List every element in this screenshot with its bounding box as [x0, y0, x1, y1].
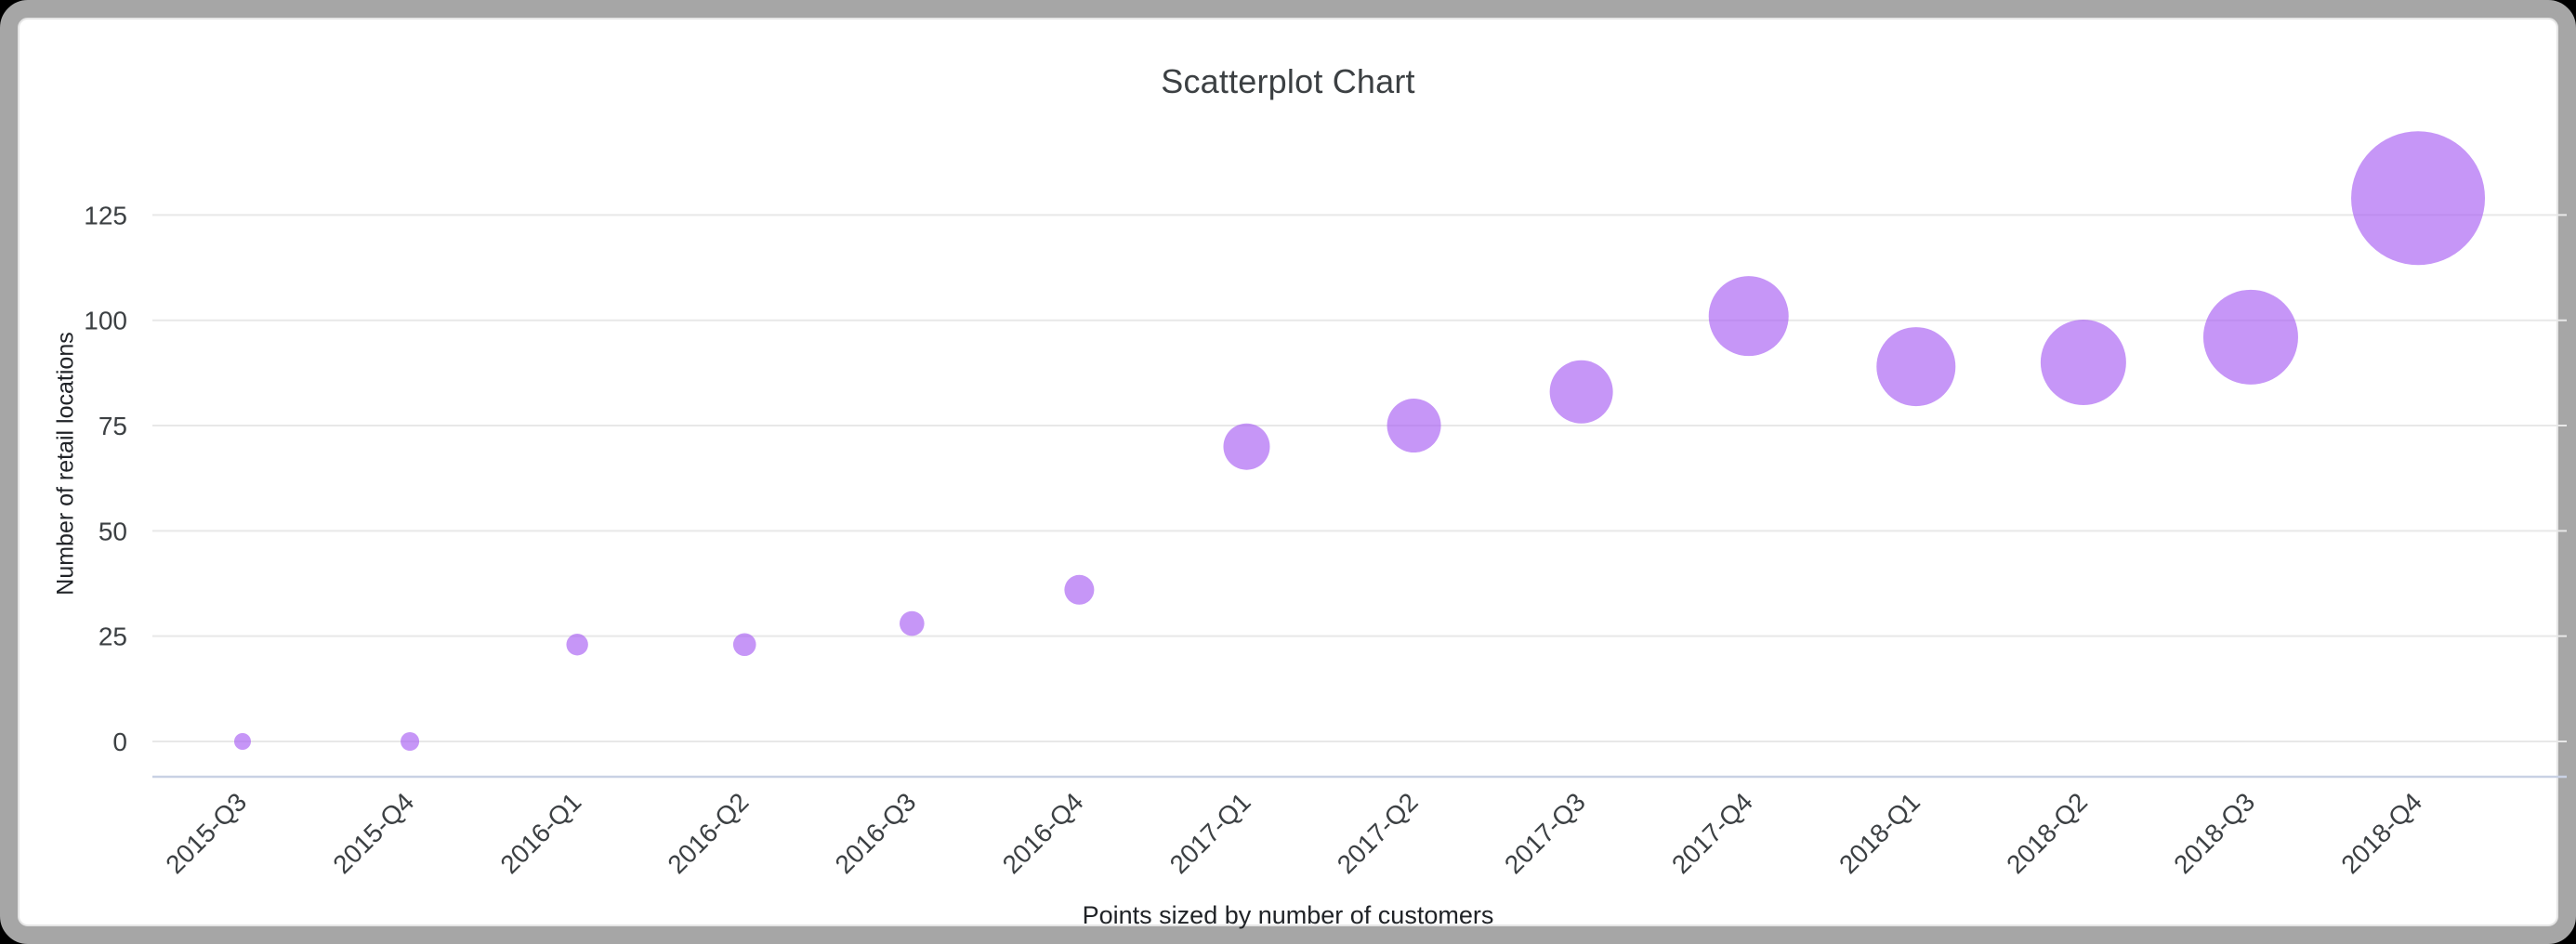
- chart-title: Scatterplot Chart: [1161, 62, 1415, 100]
- scatterplot-canvas: 0 25 50 75 100 125 2015-Q3 2015-Q4 2016-Q1 2016-Q…: [84, 131, 2567, 879]
- data-point-2015-Q3[interactable]: [234, 733, 251, 750]
- data-point-2015-Q4[interactable]: [401, 732, 420, 751]
- y-tick-label: 25: [99, 623, 127, 651]
- x-tick-label: 2016-Q1: [494, 787, 586, 879]
- x-axis-title: Points sized by number of customers: [1082, 901, 1494, 929]
- x-tick-label: 2015-Q3: [160, 787, 252, 879]
- data-point-2017-Q3[interactable]: [1549, 360, 1613, 424]
- x-tick-label: 2018-Q2: [2001, 787, 2093, 879]
- x-tick-label: 2017-Q3: [1499, 787, 1591, 879]
- x-tick-label: 2016-Q4: [997, 787, 1089, 879]
- data-point-2018-Q3[interactable]: [2202, 289, 2298, 385]
- x-tick-label: 2016-Q2: [663, 787, 755, 879]
- x-tick-label: 2015-Q4: [327, 787, 419, 879]
- x-tick-label: 2018-Q4: [2335, 787, 2427, 879]
- y-tick-label: 100: [84, 307, 127, 335]
- y-tick-label: 125: [84, 201, 127, 229]
- data-point-2017-Q1[interactable]: [1223, 423, 1270, 470]
- data-point-2017-Q4[interactable]: [1708, 276, 1789, 357]
- data-point-2016-Q3[interactable]: [900, 610, 925, 636]
- data-point-2016-Q1[interactable]: [566, 634, 588, 656]
- x-tick-label: 2017-Q4: [1666, 787, 1758, 879]
- data-point-2016-Q2[interactable]: [732, 633, 756, 657]
- data-point-2017-Q2[interactable]: [1387, 399, 1441, 453]
- x-tick-label: 2017-Q2: [1332, 787, 1424, 879]
- x-tick-label: 2016-Q3: [830, 787, 922, 879]
- y-tick-label: 0: [112, 728, 127, 756]
- data-point-2016-Q4[interactable]: [1064, 574, 1095, 605]
- y-tick-label: 75: [99, 412, 127, 440]
- data-point-2018-Q1[interactable]: [1876, 327, 1956, 407]
- x-tick-label: 2017-Q1: [1164, 787, 1256, 879]
- y-tick-label: 50: [99, 517, 127, 545]
- x-tick-label: 2018-Q1: [1833, 787, 1925, 879]
- data-point-2018-Q4[interactable]: [2351, 131, 2486, 266]
- data-point-2018-Q2[interactable]: [2040, 320, 2126, 406]
- x-tick-label: 2018-Q3: [2168, 787, 2260, 879]
